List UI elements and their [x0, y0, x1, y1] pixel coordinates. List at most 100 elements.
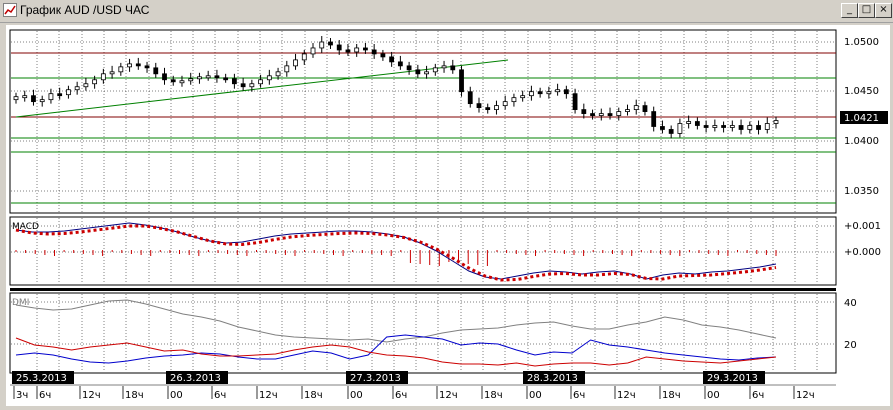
time-label: 12ч — [259, 390, 278, 401]
candle-body — [616, 111, 622, 116]
candle-body — [293, 59, 298, 67]
price-levels — [11, 52, 836, 204]
candle-body — [406, 65, 412, 71]
date-label-4: 28.3.2013 — [527, 373, 578, 384]
price-tick-2: 1.0450 — [844, 86, 879, 97]
candle-body — [581, 109, 587, 114]
time-label: 6ч — [395, 390, 407, 401]
candle-body — [231, 78, 237, 85]
candle-body — [249, 83, 255, 88]
chart-area[interactable]: 1.0500 1.0450 1.0400 1.0350 1.0421 MACD … — [6, 25, 890, 406]
candle-body — [642, 105, 648, 112]
candle-body — [555, 89, 561, 93]
candle-body — [301, 53, 307, 61]
candle-body — [572, 93, 578, 110]
candle-body — [389, 56, 395, 63]
time-label: 6ч — [573, 390, 585, 401]
dmi-tick-2: 20 — [844, 340, 857, 351]
candle-body — [502, 101, 508, 107]
date-label-bg-1 — [12, 371, 74, 384]
candle-body — [511, 97, 517, 103]
date-label-bg-3 — [346, 371, 408, 384]
date-label-bg-4 — [523, 371, 585, 384]
close-button[interactable]: × — [875, 3, 892, 18]
candle-body — [319, 41, 325, 49]
candle-body — [31, 95, 36, 103]
candle-body — [546, 91, 552, 95]
macd-signal-line — [15, 224, 777, 282]
candle-body — [345, 49, 351, 53]
candle-body — [633, 105, 639, 110]
price-axis: 1.0500 1.0450 1.0400 1.0350 — [844, 37, 879, 197]
candle-body — [74, 86, 80, 91]
candle-body — [135, 63, 141, 67]
candle-body — [747, 125, 753, 130]
macd-tick-1: +0.001 — [844, 221, 881, 232]
dmi-label: DMI — [12, 298, 29, 308]
candle-body — [170, 79, 176, 83]
price-tick-1: 1.0500 — [844, 37, 879, 48]
price-tick-3: 1.0400 — [844, 136, 879, 147]
candle-body — [214, 75, 220, 79]
candle-body — [162, 73, 167, 81]
chart-app-icon — [3, 3, 17, 17]
macd-tick-2: +0.000 — [844, 247, 881, 258]
candle-body — [275, 71, 281, 77]
candle-body — [625, 109, 630, 112]
candle-body — [266, 75, 272, 81]
candle-body — [590, 113, 595, 116]
candle-body — [336, 44, 342, 51]
candle-body — [607, 113, 613, 116]
maximize-button[interactable]: □ — [858, 3, 875, 18]
candle-body — [205, 75, 211, 79]
candle-body — [310, 47, 316, 55]
dmi-grid — [11, 294, 836, 372]
candle-body — [66, 89, 71, 96]
time-label: 6ч — [752, 390, 764, 401]
candle-body — [494, 105, 499, 110]
candle-body — [441, 65, 447, 69]
dmi-panel[interactable] — [9, 292, 837, 374]
candlesticks — [13, 36, 779, 139]
window-title: График AUD /USD ЧАС — [20, 3, 150, 17]
candle-body — [712, 125, 718, 128]
candle-body — [354, 47, 360, 53]
time-axis: 3ч 6ч 12ч 18ч 00 6ч 12ч 18ч 00 6ч 12ч 18ч 00 6ч 12ч 18ч… — [10, 384, 836, 401]
candle-body — [258, 79, 263, 85]
time-label: 00 — [707, 390, 720, 401]
time-label: 18ч — [125, 390, 144, 401]
candle-body — [651, 111, 657, 127]
price-panel[interactable] — [9, 29, 837, 214]
candle-body — [729, 125, 735, 128]
candle-body — [153, 67, 159, 75]
price-tick-4: 1.0350 — [844, 186, 879, 197]
time-label: 12ч — [82, 390, 101, 401]
candle-body — [92, 79, 98, 85]
candle-body — [738, 125, 744, 130]
dmi-tick-1: 40 — [844, 298, 857, 309]
macd-label: MACD — [12, 222, 39, 232]
date-label-3: 27.3.2013 — [350, 373, 401, 384]
candle-body — [660, 126, 665, 130]
candle-body — [432, 67, 438, 73]
date-label-5: 29.3.2013 — [707, 373, 758, 384]
candle-body — [22, 95, 28, 99]
candle-body — [529, 91, 534, 97]
current-price-marker — [840, 111, 888, 124]
current-price-label: 1.0421 — [844, 113, 879, 124]
candle-body — [485, 107, 491, 111]
candle-body — [476, 103, 482, 109]
candle-body — [424, 71, 429, 75]
minimize-button[interactable]: _ — [841, 3, 858, 18]
price-grid — [11, 31, 836, 212]
candle-body — [13, 96, 19, 101]
candle-body — [721, 125, 726, 128]
candle-body — [223, 77, 229, 81]
time-label: 12ч — [439, 390, 458, 401]
time-label: 00 — [170, 390, 183, 401]
title-bar: График AUD /USD ЧАС _ □ × — [0, 0, 893, 23]
candle-body — [459, 69, 464, 93]
minus-di-line — [15, 337, 777, 367]
candle-body — [118, 66, 124, 73]
